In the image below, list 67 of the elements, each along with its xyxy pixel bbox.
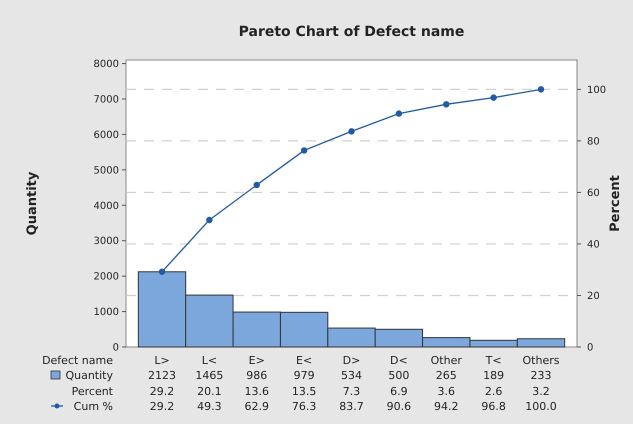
y-tick-label: 3000	[94, 236, 119, 248]
y2-tick-label: 60	[587, 188, 600, 199]
x-tick-label: D<	[390, 354, 408, 367]
text: 3.6	[438, 384, 455, 398]
y2-tick-label: 100	[587, 84, 606, 96]
y-tick-label: 5000	[94, 165, 119, 176]
data-label: 189	[483, 368, 504, 382]
data-label: 76.3	[292, 400, 316, 413]
x-tick-label: T<	[484, 354, 502, 367]
x-tick-label: Other	[430, 354, 462, 367]
data-label: 29.2	[150, 400, 174, 413]
data-label: 83.7	[339, 400, 364, 413]
x-tick-label: L<	[202, 354, 218, 367]
y2-tick-label: 80	[587, 136, 600, 148]
y-tick-label: 0	[112, 342, 119, 354]
y2-axis-title: Percent	[608, 175, 623, 232]
y2-tick-label: 20	[587, 290, 600, 302]
data-label: 986	[246, 368, 268, 382]
legend-label: Cum %	[74, 400, 113, 413]
y-tick-label: 8000	[94, 59, 119, 70]
text: 2.6	[484, 384, 502, 398]
legend-label: Quantity	[65, 368, 114, 382]
text: 20.1	[197, 384, 222, 398]
text: 6.9	[390, 384, 408, 398]
chart-title: Pareto Chart of Defect name	[238, 24, 464, 40]
y2-tick-label: 0	[587, 342, 594, 354]
point	[396, 110, 402, 117]
data-label: 90.6	[386, 400, 412, 413]
data-label: 233	[530, 368, 552, 382]
text: 13.6	[244, 384, 269, 398]
x-tick-label: E>	[248, 354, 265, 367]
point	[254, 182, 260, 188]
data-label: 1465	[195, 368, 224, 382]
x-tick-label: E<	[296, 354, 312, 367]
y-tick-label: 4000	[94, 200, 119, 212]
point	[538, 86, 544, 93]
data-label: 265	[436, 368, 457, 382]
point	[300, 147, 308, 154]
data-label: 534	[341, 368, 362, 382]
data-label: 100.0	[525, 400, 557, 413]
point	[206, 216, 213, 224]
text: 7.3	[342, 384, 360, 398]
data-label: 96.8	[481, 400, 506, 413]
data-label: 500	[388, 368, 410, 382]
text: 29.2	[150, 384, 174, 398]
point	[158, 268, 166, 275]
point	[348, 128, 355, 135]
x-tick-label: Others	[522, 354, 560, 367]
data-label: 2123	[148, 368, 176, 382]
data-label: 49.3	[197, 400, 222, 413]
data-label: 94.2	[434, 400, 458, 413]
text: Percent	[72, 384, 114, 398]
y-tick-label: 1000	[94, 307, 119, 318]
y2-tick-label: 40	[587, 239, 600, 250]
y-tick-label: 2000	[94, 272, 119, 283]
text: 13.5	[292, 384, 316, 398]
x-axis-title: Defect name	[42, 354, 114, 367]
data-label: 62.9	[244, 400, 269, 413]
y-tick-label: 6000	[94, 130, 119, 141]
y-axis-title: Quantity	[25, 171, 40, 236]
x-tick-label: D>	[342, 354, 360, 367]
y-tick-label: 7000	[94, 94, 119, 106]
point	[443, 101, 450, 108]
text: 3.2	[532, 384, 550, 398]
data-label: 979	[294, 368, 315, 382]
x-tick-label: L>	[154, 354, 170, 367]
point	[490, 94, 497, 101]
